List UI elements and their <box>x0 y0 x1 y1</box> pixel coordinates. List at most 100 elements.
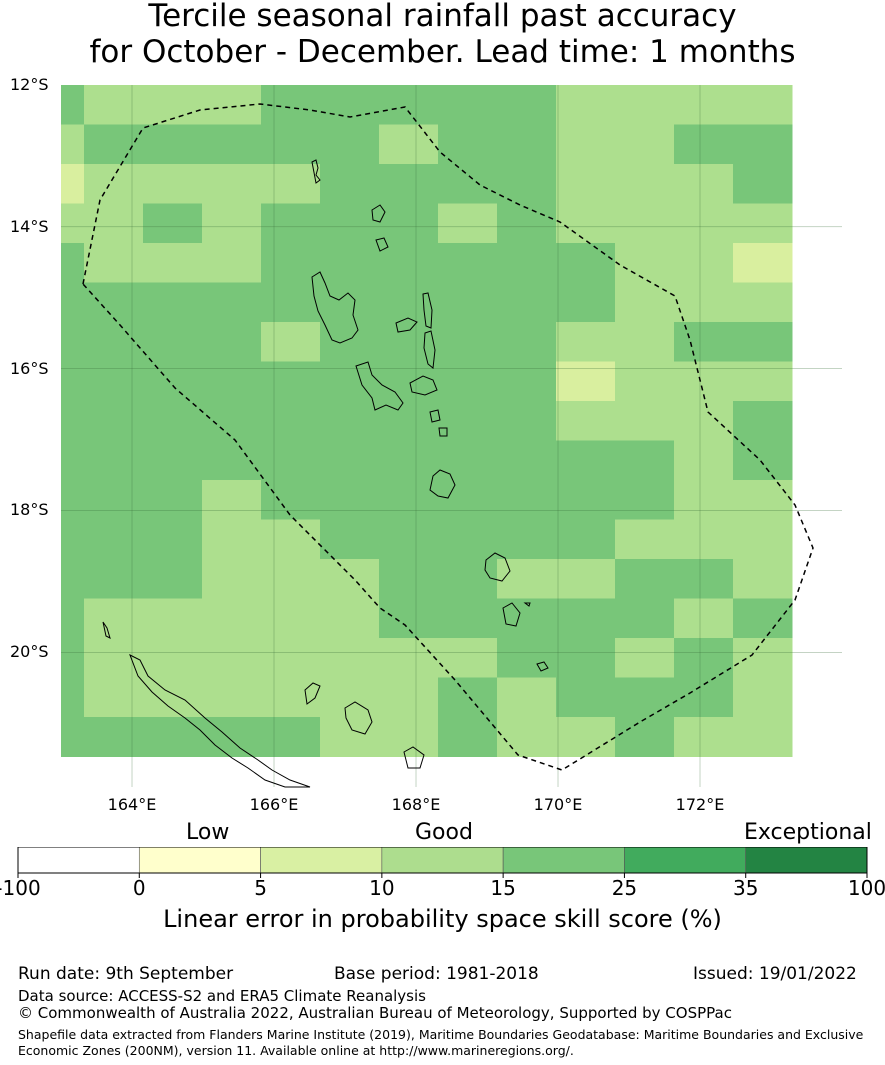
grid-cell <box>438 401 498 441</box>
colorbar-word-good: Good <box>415 820 473 845</box>
colorbar-tick-label: 100 <box>847 876 885 900</box>
grid-cell <box>84 440 144 481</box>
grid-cell <box>84 124 144 165</box>
island-matthew <box>523 602 531 607</box>
grid-cell <box>615 322 675 362</box>
grid-cell <box>438 480 498 520</box>
grid-cell <box>379 85 439 125</box>
latitude-label: 16°S <box>10 358 49 378</box>
grid-cell <box>674 203 734 244</box>
colorbar-segment <box>381 847 504 874</box>
grid-cell <box>733 361 793 402</box>
grid-cell <box>674 519 734 560</box>
base-period: Base period: 1981-2018 <box>334 964 539 984</box>
grid-cell <box>674 440 734 481</box>
grid-cell <box>61 361 85 402</box>
grid-cell <box>556 440 616 481</box>
island-aneityum <box>536 661 549 672</box>
grid-cell <box>497 677 557 718</box>
grid-cell <box>202 480 262 520</box>
grid-cell <box>261 124 321 165</box>
colorbar-tick-label: 0 <box>132 876 146 900</box>
grid-cell <box>615 243 675 283</box>
grid-cell <box>84 519 144 560</box>
island-shepherds <box>438 427 448 437</box>
grid-cell <box>674 282 734 323</box>
grid-cell <box>733 638 793 678</box>
longitude-label: 170°E <box>533 795 583 814</box>
grid-cell <box>615 401 675 441</box>
grid-cell <box>61 480 85 520</box>
grid-cell <box>438 717 498 757</box>
grid-cell <box>733 164 793 204</box>
grid-cell <box>202 124 262 165</box>
grid-cell <box>615 203 675 244</box>
eez-boundary <box>82 103 814 771</box>
map-title-line1: Tercile seasonal rainfall past accuracy <box>148 0 737 34</box>
grid-cell <box>615 519 675 560</box>
grid-cell <box>379 519 439 560</box>
grid-cell <box>615 440 675 481</box>
grid-cell <box>84 361 144 402</box>
grid-cell <box>438 203 498 244</box>
grid-cell <box>261 598 321 639</box>
grid-cell <box>438 559 498 599</box>
grid-cell <box>84 203 144 244</box>
grid-cell <box>143 203 203 244</box>
grid-cell <box>261 282 321 323</box>
grid-cell <box>556 164 616 204</box>
run-date: Run date: 9th September <box>18 964 234 984</box>
island-torres <box>311 159 321 184</box>
grid-cell <box>143 677 203 718</box>
island-epi <box>429 409 441 423</box>
island-pentecost <box>423 330 436 369</box>
grid-cell <box>438 164 498 204</box>
copyright: © Commonwealth of Australia 2022, Austra… <box>18 1004 732 1022</box>
grid-cell <box>438 322 498 362</box>
grid-cell <box>497 598 557 639</box>
grid-cell <box>379 361 439 402</box>
map-title-line2: for October - December. Lead time: 1 mon… <box>89 34 796 70</box>
island-new-caledonia <box>129 653 311 788</box>
grid-cell <box>202 598 262 639</box>
grid-cell <box>615 282 675 323</box>
grid-cell <box>379 717 439 757</box>
grid-cell <box>438 677 498 718</box>
latitude-label: 20°S <box>10 642 49 662</box>
grid-cell <box>84 480 144 520</box>
grid-cell <box>61 717 85 757</box>
grid-cell <box>61 243 85 283</box>
grid-cell <box>379 480 439 520</box>
grid-cell <box>379 559 439 599</box>
colorbar-segment <box>624 847 747 874</box>
grid-cell <box>615 559 675 599</box>
grid-cell <box>615 598 675 639</box>
grid-cell <box>438 124 498 165</box>
grid-cell <box>202 322 262 362</box>
grid-cell <box>497 124 557 165</box>
grid-cell <box>61 322 85 362</box>
grid-cell <box>143 124 203 165</box>
grid-cell <box>202 559 262 599</box>
island-efate <box>429 469 456 499</box>
island-gaua <box>375 237 389 252</box>
island-vanua-lava <box>371 204 386 223</box>
grid-cell <box>320 243 380 283</box>
grid-cell <box>615 717 675 757</box>
shapefile-credit: Shapefile data extracted from Flanders M… <box>18 1027 864 1058</box>
grid-cell <box>674 480 734 520</box>
grid-cell <box>261 638 321 678</box>
grid-cell <box>674 598 734 639</box>
colorbar-tick-label: 25 <box>611 876 638 900</box>
grid-cell <box>261 440 321 481</box>
grid-cell <box>674 322 734 362</box>
longitude-label: 166°E <box>249 795 299 814</box>
grid-cell <box>143 598 203 639</box>
grid-cell <box>615 124 675 165</box>
grid-cell <box>733 717 793 757</box>
grid-cell <box>556 717 616 757</box>
grid-cell <box>143 638 203 678</box>
grid-cell <box>379 638 439 678</box>
colorbar-tick-label: 15 <box>490 876 516 900</box>
grid-cell <box>320 480 380 520</box>
